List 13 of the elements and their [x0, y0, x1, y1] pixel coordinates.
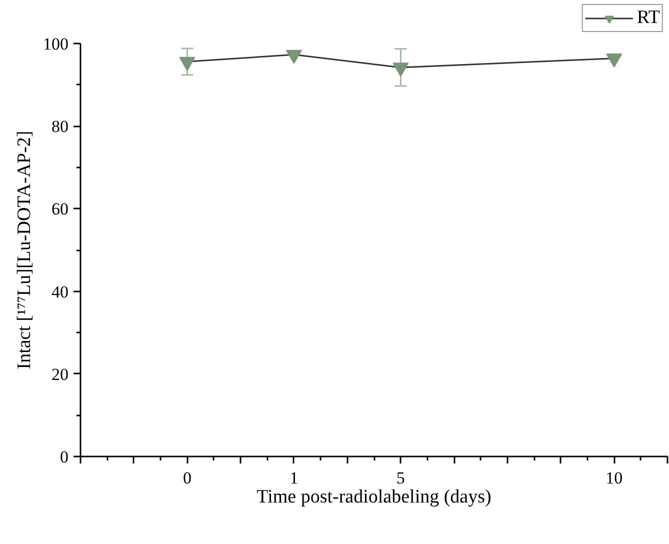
- legend-label: RT: [636, 7, 660, 29]
- y-tick-label: 100: [43, 34, 68, 54]
- y-tick-label: 20: [52, 364, 68, 384]
- y-tick-label: 40: [52, 282, 68, 302]
- y-axis-title: Intact [¹⁷⁷Lu][Lu-DOTA-AP-2]: [14, 130, 35, 370]
- y-tick-label: 60: [52, 200, 68, 219]
- x-axis-title: Time post-radiolabeling (days): [256, 486, 492, 508]
- x-tick-label: 5: [396, 468, 405, 488]
- x-tick-label: 1: [290, 468, 298, 488]
- x-tick-label: 0: [182, 468, 192, 488]
- y-tick-label: 0: [60, 448, 68, 466]
- x-tick-label: 10: [606, 468, 623, 488]
- y-tick-label: 80: [52, 117, 68, 136]
